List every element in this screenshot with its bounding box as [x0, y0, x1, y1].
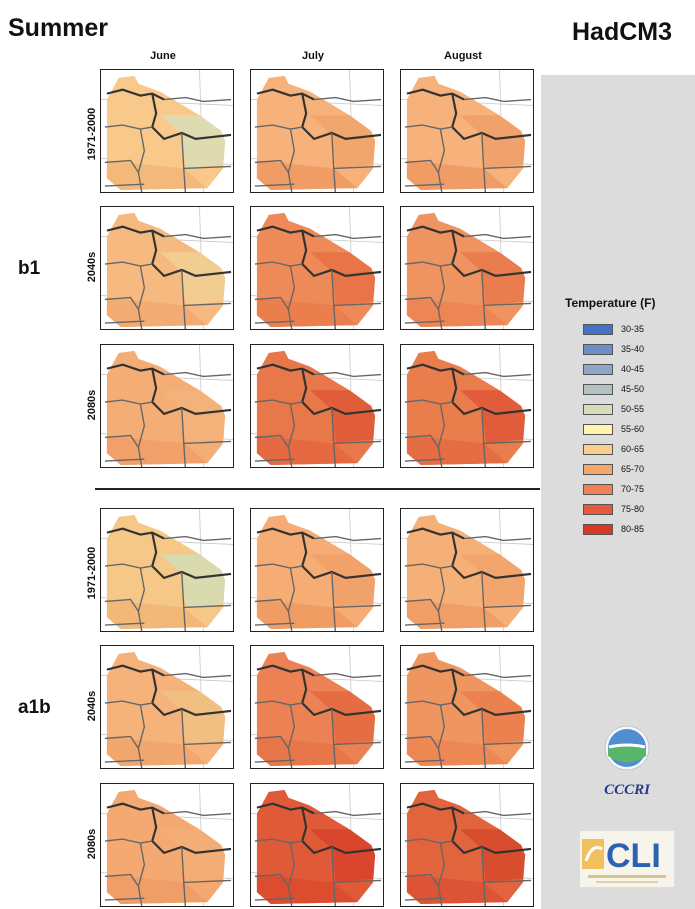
- row-label-b1-1971-2000: 1971-2000: [86, 107, 98, 161]
- legend-label: 55-60: [621, 424, 645, 434]
- temperature-map: [100, 344, 234, 468]
- cli-logo: CLI: [574, 825, 682, 891]
- temperature-map: [250, 783, 384, 907]
- legend-swatch: [583, 423, 613, 435]
- row-label-a1b-2040s: 2040s: [86, 690, 98, 722]
- legend-label: 80-85: [621, 524, 645, 534]
- legend-swatch: [583, 483, 613, 495]
- scenario-label-b1: b1: [18, 258, 41, 279]
- temperature-map: [250, 645, 384, 769]
- legend-label: 75-80: [621, 504, 645, 514]
- temperature-map: [100, 783, 234, 907]
- row-label-a1b-1971-2000: 1971-2000: [86, 546, 98, 600]
- legend-item: 80-85: [583, 519, 644, 539]
- legend-swatch: [583, 363, 613, 375]
- legend-label: 50-55: [621, 404, 645, 414]
- legend-swatch: [583, 323, 613, 335]
- legend-label: 60-65: [621, 444, 645, 454]
- column-header-july: July: [301, 50, 324, 62]
- legend-item: 75-80: [583, 499, 644, 519]
- temperature-map: [400, 344, 534, 468]
- legend-list: 30-35 35-40 40-45 45-50 50-55 55-60 60-65 65-70…: [583, 319, 644, 539]
- legend-label: 30-35: [621, 324, 645, 334]
- temperature-map: [250, 206, 384, 330]
- legend-title: Temperature (F): [565, 296, 656, 310]
- legend-swatch: [583, 383, 613, 395]
- legend-label: 45-50: [621, 384, 645, 394]
- svg-text:CCCRI: CCCRI: [604, 782, 651, 798]
- scenario-label-a1b: a1b: [18, 697, 51, 718]
- legend-item: 30-35: [583, 319, 644, 339]
- chart-title: Summer: [8, 14, 109, 42]
- temperature-map: [100, 206, 234, 330]
- legend-item: 70-75: [583, 479, 644, 499]
- temperature-map: [400, 783, 534, 907]
- row-label-a1b-2080s: 2080s: [86, 828, 98, 860]
- legend-label: 70-75: [621, 484, 645, 494]
- row-label-b1-2080s: 2080s: [86, 389, 98, 421]
- temperature-map: [400, 645, 534, 769]
- ccrn-logo: CCCRI: [593, 723, 661, 803]
- legend-item: 45-50: [583, 379, 644, 399]
- legend-label: 35-40: [621, 344, 645, 354]
- model-title: HadCM3: [572, 18, 673, 46]
- legend-item: 60-65: [583, 439, 644, 459]
- legend-item: 35-40: [583, 339, 644, 359]
- temperature-map: [100, 508, 234, 632]
- legend-label: 40-45: [621, 364, 645, 374]
- temperature-map: [100, 645, 234, 769]
- temperature-map: [250, 508, 384, 632]
- row-label-b1-2040s: 2040s: [86, 251, 98, 283]
- svg-text:CLI: CLI: [606, 837, 661, 875]
- legend-swatch: [583, 463, 613, 475]
- temperature-map: [100, 69, 234, 193]
- column-header-august: August: [444, 50, 482, 62]
- temperature-map: [400, 508, 534, 632]
- legend-item: 40-45: [583, 359, 644, 379]
- legend-item: 55-60: [583, 419, 644, 439]
- temperature-map: [400, 206, 534, 330]
- legend-swatch: [583, 443, 613, 455]
- legend-swatch: [583, 523, 613, 535]
- column-header-june: June: [150, 50, 176, 62]
- legend-swatch: [583, 503, 613, 515]
- temperature-map: [400, 69, 534, 193]
- legend-panel: [541, 75, 695, 909]
- scenario-divider: [95, 488, 540, 490]
- legend-label: 65-70: [621, 464, 645, 474]
- legend-swatch: [583, 343, 613, 355]
- temperature-map: [250, 344, 384, 468]
- legend-item: 50-55: [583, 399, 644, 419]
- legend-swatch: [583, 403, 613, 415]
- legend-item: 65-70: [583, 459, 644, 479]
- temperature-map: [250, 69, 384, 193]
